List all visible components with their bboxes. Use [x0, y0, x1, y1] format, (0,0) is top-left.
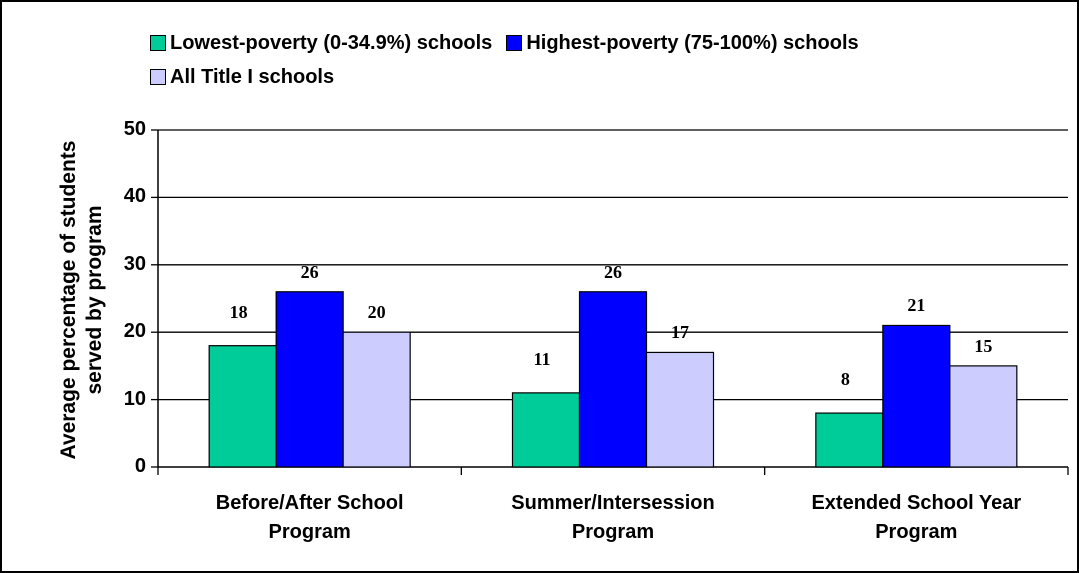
legend-swatch-highest-poverty [506, 35, 523, 51]
bar-all-title-i-2 [949, 365, 1018, 468]
data-label-highest-poverty-0: 26 [300, 261, 319, 282]
legend-label-highest-poverty: Highest-poverty (75-100%) schools [526, 31, 859, 54]
data-label-lowest-poverty-2: 8 [840, 369, 850, 390]
bar-lowest-poverty-1 [511, 392, 581, 468]
y-tick-label-40: 40 [123, 185, 146, 208]
data-label-all-title-i-0: 20 [367, 302, 386, 323]
legend-item-lowest-poverty: Lowest-poverty (0-34.9%) schools [150, 32, 492, 55]
bar-lowest-poverty-0 [208, 345, 277, 468]
y-tick-label-10: 10 [123, 387, 146, 410]
legend-item-highest-poverty: Highest-poverty (75-100%) schools [506, 31, 859, 55]
x-category-label-1-line-0: Summer/Intersession [511, 492, 715, 514]
x-category-label-2-line-1: Program [875, 521, 958, 543]
x-category-label-0-line-0: Before/After School [215, 492, 404, 514]
x-category-label-0: Before/After School Program [160, 489, 460, 547]
legend-item-all-title-i: All Title I schools [150, 66, 334, 89]
bar-highest-poverty-0 [275, 291, 344, 468]
x-category-label-1: Summer/Intersession Program [463, 489, 763, 547]
data-label-lowest-poverty-0: 18 [229, 301, 248, 322]
y-tick-label-0: 0 [134, 455, 146, 477]
legend: Lowest-poverty (0-34.9%) schools Highest… [150, 26, 1070, 94]
y-tick-label-50: 50 [123, 118, 146, 140]
bar-highest-poverty-1 [578, 291, 648, 468]
y-tick-label-30: 30 [123, 252, 146, 275]
x-category-label-2: Extended School Year Program [766, 489, 1066, 547]
data-label-lowest-poverty-1: 11 [533, 348, 551, 369]
bar-all-title-i-1 [645, 351, 715, 468]
bar-lowest-poverty-2 [815, 412, 884, 468]
y-tick-label-20: 20 [123, 320, 146, 343]
data-label-all-title-i-1: 17 [671, 322, 689, 343]
x-category-label-2-line-0: Extended School Year [811, 492, 1022, 514]
legend-row-2: All Title I schools [150, 60, 1070, 94]
data-label-highest-poverty-1: 26 [604, 261, 622, 282]
legend-swatch-lowest-poverty [150, 35, 166, 51]
legend-label-lowest-poverty: Lowest-poverty (0-34.9%) schools [170, 31, 493, 54]
legend-swatch-all-title-i [150, 69, 166, 85]
x-category-label-0-line-1: Program [268, 521, 351, 543]
bar-all-title-i-0 [342, 331, 411, 468]
legend-label-all-title-i: All Title I schools [170, 65, 335, 88]
bar-highest-poverty-2 [882, 324, 951, 468]
data-label-all-title-i-2: 15 [974, 335, 993, 356]
legend-row-1: Lowest-poverty (0-34.9%) schools Highest… [150, 26, 1070, 60]
x-category-label-1-line-1: Program [571, 521, 655, 543]
data-label-highest-poverty-2: 21 [907, 295, 926, 316]
